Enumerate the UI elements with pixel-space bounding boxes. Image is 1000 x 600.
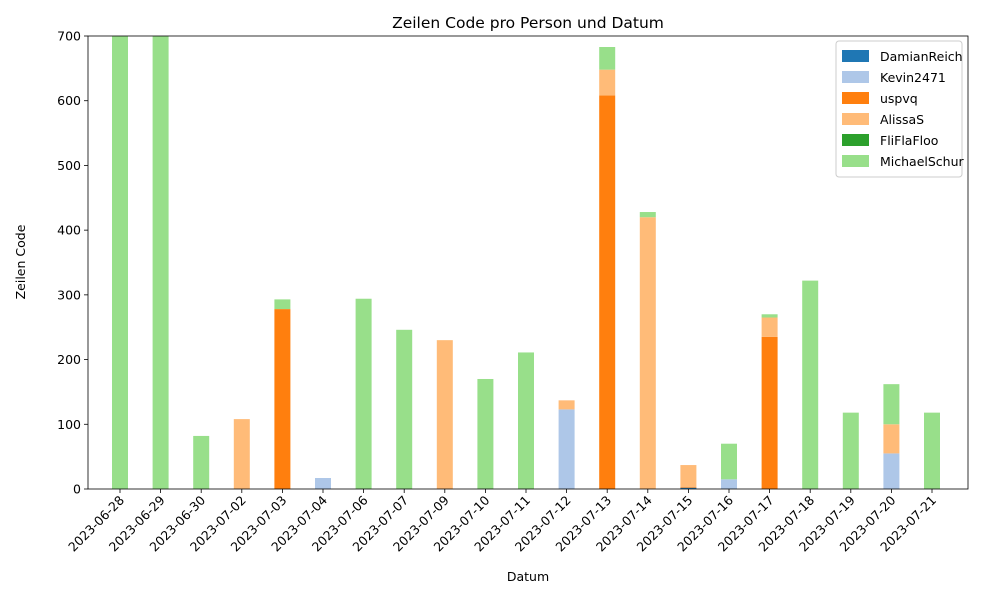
bar-segment-DamianReich-2023-07-15 bbox=[680, 487, 697, 489]
bar-segment-MichaelSchur-2023-07-03 bbox=[274, 299, 291, 310]
bar-segment-Kevin2471-2023-07-12 bbox=[558, 409, 575, 489]
bar-segment-MichaelSchur-2023-07-10 bbox=[477, 378, 494, 489]
bar-segment-Kevin2471-2023-07-04 bbox=[315, 477, 331, 489]
legend-label-AlissaS: AlissaS bbox=[880, 112, 924, 127]
bar-segment-Kevin2471-2023-07-16 bbox=[721, 479, 737, 489]
y-tick-label: 600 bbox=[57, 93, 81, 108]
legend-swatch-AlissaS bbox=[842, 113, 869, 125]
bar-segment-MichaelSchur-2023-07-17 bbox=[761, 314, 778, 318]
bar-segment-MichaelSchur-2023-07-16 bbox=[721, 443, 737, 480]
bar-segment-MichaelSchur-2023-07-19 bbox=[842, 412, 859, 489]
y-tick-label: 200 bbox=[57, 352, 81, 367]
x-axis-title: Datum bbox=[507, 569, 549, 584]
bar-segment-MichaelSchur-2023-07-07 bbox=[396, 329, 413, 489]
bar-segment-AlissaS-2023-07-12 bbox=[558, 400, 575, 410]
bar-segment-uspvq-2023-07-15 bbox=[680, 487, 697, 488]
bar-segment-uspvq-2023-07-13 bbox=[599, 95, 616, 489]
legend-swatch-Kevin2471 bbox=[842, 71, 869, 83]
y-tick-label: 400 bbox=[57, 223, 81, 238]
y-tick-label: 0 bbox=[73, 482, 81, 497]
y-axis: 0 100 200 300 400 500 600 700 bbox=[57, 29, 88, 497]
bar-segment-AlissaS-2023-07-09 bbox=[436, 340, 453, 489]
bar-segment-MichaelSchur-2023-07-20 bbox=[883, 384, 900, 425]
bar-segment-AlissaS-2023-07-14 bbox=[639, 217, 656, 489]
bar-segment-AlissaS-2023-07-17 bbox=[761, 317, 778, 337]
bar-segment-MichaelSchur-2023-06-28 bbox=[112, 36, 128, 489]
plot-frame bbox=[87, 35, 969, 490]
legend-swatch-MichaelSchur bbox=[842, 155, 869, 167]
chart-title: Zeilen Code pro Person und Datum bbox=[392, 14, 664, 32]
x-axis: 2023-06-282023-06-292023-06-302023-07-02… bbox=[65, 489, 939, 554]
legend-label-DamianReich: DamianReich bbox=[880, 49, 963, 64]
bar-segment-MichaelSchur-2023-07-14 bbox=[639, 212, 656, 218]
bar-segment-MichaelSchur-2023-07-21 bbox=[924, 412, 940, 489]
legend-label-Kevin2471: Kevin2471 bbox=[880, 70, 946, 85]
y-tick-label: 500 bbox=[57, 158, 81, 173]
bar-segment-MichaelSchur-2023-06-29 bbox=[152, 36, 169, 489]
y-tick-label: 300 bbox=[57, 287, 81, 302]
bar-segment-AlissaS-2023-07-02 bbox=[233, 419, 250, 489]
y-tick-label: 700 bbox=[57, 29, 81, 44]
bar-segment-AlissaS-2023-07-20 bbox=[883, 424, 900, 454]
bar-segment-uspvq-2023-07-17 bbox=[761, 336, 778, 489]
legend-label-FliFlaFloo: FliFlaFloo bbox=[880, 133, 938, 148]
legend-label-MichaelSchur: MichaelSchur bbox=[880, 154, 965, 169]
bar-segment-MichaelSchur-2023-06-30 bbox=[193, 435, 210, 489]
bar-segment-MichaelSchur-2023-07-11 bbox=[518, 352, 534, 489]
bars-layer bbox=[112, 36, 940, 489]
legend-swatch-uspvq bbox=[842, 92, 869, 104]
bar-segment-MichaelSchur-2023-07-06 bbox=[355, 298, 372, 489]
bar-segment-AlissaS-2023-07-15 bbox=[680, 465, 697, 488]
legend-swatch-DamianReich bbox=[842, 50, 869, 62]
y-tick-label: 100 bbox=[57, 417, 81, 432]
y-axis-title: Zeilen Code bbox=[13, 224, 28, 299]
legend: DamianReich Kevin2471 uspvq AlissaS FliFlaFl… bbox=[835, 40, 965, 178]
legend-swatch-FliFlaFloo bbox=[842, 134, 869, 146]
bar-segment-Kevin2471-2023-07-20 bbox=[883, 453, 900, 489]
legend-label-uspvq: uspvq bbox=[880, 91, 918, 106]
bar-segment-AlissaS-2023-07-13 bbox=[599, 69, 616, 96]
bar-segment-MichaelSchur-2023-07-18 bbox=[802, 280, 819, 489]
bar-segment-MichaelSchur-2023-07-13 bbox=[599, 47, 616, 70]
bar-segment-uspvq-2023-07-03 bbox=[274, 309, 291, 489]
